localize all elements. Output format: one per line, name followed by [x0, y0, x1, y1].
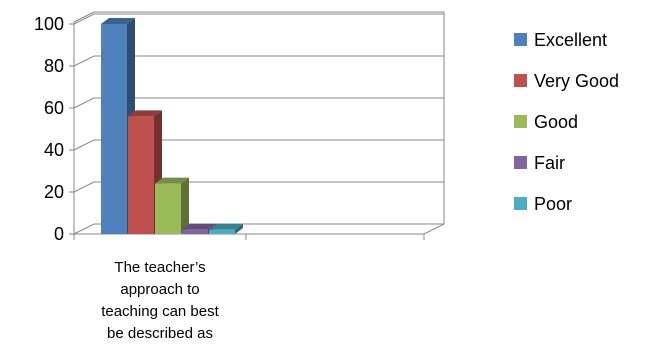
bar-top	[209, 223, 243, 230]
y-axis-depth	[73, 11, 95, 23]
legend-swatch	[514, 33, 527, 46]
gridline	[73, 13, 444, 25]
gridline	[73, 55, 444, 67]
bar-top	[182, 223, 216, 230]
bars	[101, 18, 243, 234]
legend-label: Excellent	[534, 30, 607, 50]
legend-label: Poor	[534, 194, 572, 214]
bar-good	[155, 177, 189, 234]
bar-top	[101, 18, 135, 24]
gridline	[73, 181, 444, 193]
legend-item: Good	[514, 112, 578, 132]
bar-top	[128, 110, 162, 117]
y-tick-labels: 0 20 40 60 80 100	[34, 14, 64, 244]
y-tick-label: 40	[44, 140, 64, 160]
gridline	[73, 97, 444, 109]
legend-swatch	[514, 197, 527, 210]
back-wall	[94, 11, 445, 224]
y-tick-label: 20	[44, 182, 64, 202]
legend: Excellent Very Good Good Fair Poor	[514, 30, 619, 214]
x-category-label-line: be described as	[107, 325, 213, 342]
bar-front	[101, 24, 127, 234]
bar-top	[155, 177, 189, 184]
bar-side	[181, 177, 189, 234]
gridlines	[73, 13, 444, 193]
bar-side	[235, 223, 243, 234]
y-tick-label: 80	[44, 56, 64, 76]
legend-swatch	[514, 156, 527, 169]
bar-poor	[209, 223, 243, 234]
bar-front	[155, 183, 181, 234]
y-tick-label: 0	[54, 224, 64, 244]
legend-label: Very Good	[534, 71, 619, 91]
bar-front	[128, 116, 154, 234]
x-category-label-line: teaching can best	[101, 303, 219, 320]
legend-label: Fair	[534, 153, 565, 173]
x-category-label: The teacher’s approach to teaching can bes…	[101, 259, 219, 342]
axes	[69, 11, 425, 240]
legend-item: Very Good	[514, 71, 619, 91]
gridline	[73, 139, 444, 151]
bar-front	[209, 229, 235, 234]
x-category-label-line: approach to	[120, 281, 199, 298]
legend-item: Excellent	[514, 30, 607, 50]
y-tick-label: 60	[44, 98, 64, 118]
y-tick-label: 100	[34, 14, 64, 34]
legend-label: Good	[534, 112, 578, 132]
bar-very-good	[128, 110, 162, 234]
legend-swatch	[514, 74, 527, 87]
legend-item: Fair	[514, 153, 565, 173]
bar-front	[182, 229, 208, 234]
legend-item: Poor	[514, 194, 572, 214]
legend-swatch	[514, 115, 527, 128]
x-category-label-line: The teacher’s	[114, 259, 205, 276]
